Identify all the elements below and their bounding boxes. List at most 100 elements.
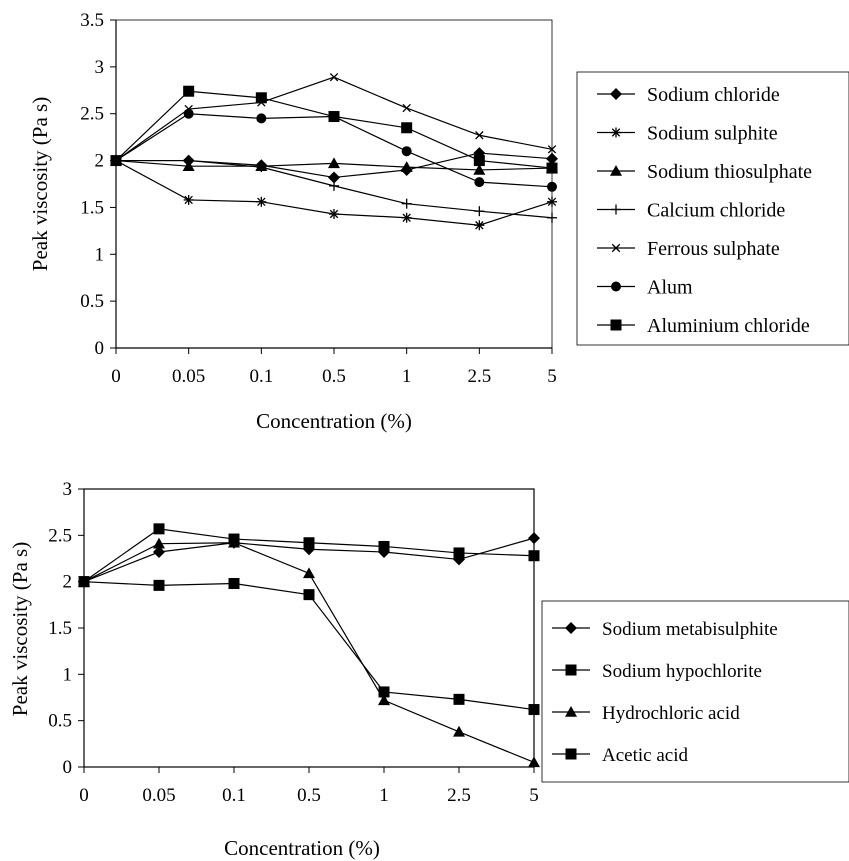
legend-marker <box>565 622 577 634</box>
y-tick-label: 2.5 <box>80 104 104 125</box>
data-point-marker-stroke <box>184 195 193 205</box>
data-point-marker <box>183 108 194 119</box>
data-point-marker <box>528 550 540 562</box>
data-point-marker-stroke <box>329 72 339 82</box>
data-point-marker <box>228 533 240 545</box>
data-point-marker <box>474 206 485 217</box>
y-tick-label: 3 <box>63 479 73 500</box>
data-point-marker <box>547 212 557 223</box>
data-point-marker <box>256 196 267 207</box>
y-tick-label: 2.5 <box>48 525 72 546</box>
data-point-marker <box>329 208 339 219</box>
x-tick-label: 0.1 <box>249 366 273 387</box>
data-point-marker <box>528 756 540 768</box>
legend-label: Alum <box>647 277 693 299</box>
legend-label: Sodium metabisulphite <box>602 619 778 640</box>
series-group <box>110 72 558 231</box>
data-point-marker <box>453 725 465 737</box>
legend-label: Aluminium chloride <box>647 315 810 337</box>
y-tick-label: 1 <box>95 244 105 265</box>
x-tick-label: 0.5 <box>322 366 346 387</box>
series-line-1 <box>83 581 535 711</box>
x-tick-label: 2.5 <box>447 785 471 806</box>
y-tick-label: 2 <box>95 151 105 172</box>
data-point-marker <box>546 162 558 174</box>
legend-marker <box>565 706 577 717</box>
legend-marker <box>611 204 621 215</box>
data-point-marker-stroke <box>402 103 411 113</box>
y-tick-label: 3.5 <box>80 10 104 31</box>
data-point-marker <box>401 122 413 134</box>
x-tick-label: 1 <box>379 785 389 806</box>
chart-viscosity-reagents: 0 0.5 1 1.5 2 2.5 3 0 0.05 0.1 0.5 1 2.5 5 Concentra… <box>8 479 849 860</box>
x-tick-label: 0.05 <box>142 785 175 806</box>
data-point-marker <box>474 220 485 231</box>
data-point-marker <box>110 155 122 167</box>
legend-marker-stroke <box>611 128 621 137</box>
legend-marker <box>610 88 622 100</box>
data-point-marker <box>255 92 267 104</box>
data-point-marker <box>329 180 339 191</box>
data-point-marker <box>328 171 340 184</box>
x-tick-label: 0 <box>111 366 121 387</box>
series-line-6 <box>115 90 553 169</box>
data-point-marker <box>303 537 315 549</box>
y-tick-label: 2 <box>63 572 73 593</box>
y-tick-label: 1 <box>63 664 73 685</box>
x-tick-label: 0.5 <box>297 785 321 806</box>
x-tick-label: 5 <box>547 366 557 387</box>
data-point-marker <box>401 198 412 209</box>
data-point-marker <box>473 155 485 167</box>
legend-marker <box>610 319 622 331</box>
legend-marker <box>565 748 577 760</box>
y-axis-title: Peak viscosity (Pa s) <box>28 97 52 271</box>
data-point-marker <box>528 532 540 545</box>
legend-label: Acetic acid <box>602 745 688 766</box>
legend-marker <box>565 664 577 676</box>
plot-area-frame <box>83 488 535 768</box>
legend-marker <box>611 127 621 138</box>
x-axis-title: Concentration (%) <box>256 409 412 433</box>
data-point-marker-stroke <box>547 145 557 154</box>
data-point-marker <box>256 162 267 173</box>
legend-label: Sodium hypochlorite <box>602 661 762 682</box>
data-point-marker <box>547 145 557 154</box>
data-point-marker <box>453 547 465 559</box>
data-point-marker <box>473 163 486 175</box>
legend-label: Sodium chloride <box>647 84 780 106</box>
legend: Sodium metabisulphite Sodium hypochlorite… <box>552 619 778 766</box>
y-tick-label: 1.5 <box>80 197 104 218</box>
x-tick-label: 1 <box>402 366 412 387</box>
data-point-marker <box>400 161 413 172</box>
chart-viscosity-salts: 0 0.5 1 1.5 2 2.5 3 3.5 0 0.05 0.1 0.5 1 2.5 5 Concen… <box>28 10 849 433</box>
data-point-marker-stroke <box>475 221 484 230</box>
y-tick-label: 0 <box>63 757 73 778</box>
data-point-marker <box>329 72 339 82</box>
y-tick-group: 0 0.5 1 1.5 2 2.5 3 3.5 <box>80 10 116 359</box>
data-point-marker <box>401 212 412 223</box>
data-point-marker <box>153 579 165 591</box>
x-tick-label: 2.5 <box>467 366 491 387</box>
data-point-marker-stroke <box>257 197 266 207</box>
data-point-marker <box>402 103 411 113</box>
y-tick-label: 3 <box>95 57 105 78</box>
legend-marker <box>611 281 621 292</box>
data-point-marker <box>183 85 195 97</box>
data-point-marker-stroke <box>329 209 339 219</box>
x-tick-label: 0.1 <box>222 785 246 806</box>
data-point-marker <box>182 160 195 171</box>
data-point-marker <box>303 567 315 579</box>
data-point-marker-stroke <box>547 197 557 207</box>
data-point-marker <box>183 155 194 166</box>
y-tick-group: 0 0.5 1 1.5 2 2.5 3 <box>48 479 84 778</box>
y-tick-label: 0.5 <box>48 711 72 732</box>
x-axis-title: Concentration (%) <box>224 836 380 860</box>
data-point-marker <box>474 177 485 188</box>
legend-label: Calcium chloride <box>647 200 785 222</box>
legend: Sodium chloride Sodium sulphite Sodium thi… <box>597 84 812 337</box>
data-point-marker <box>328 157 340 169</box>
data-point-marker <box>228 578 240 590</box>
data-point-marker <box>378 694 390 706</box>
data-point-marker-stroke <box>475 131 484 140</box>
data-point-marker <box>546 152 558 165</box>
